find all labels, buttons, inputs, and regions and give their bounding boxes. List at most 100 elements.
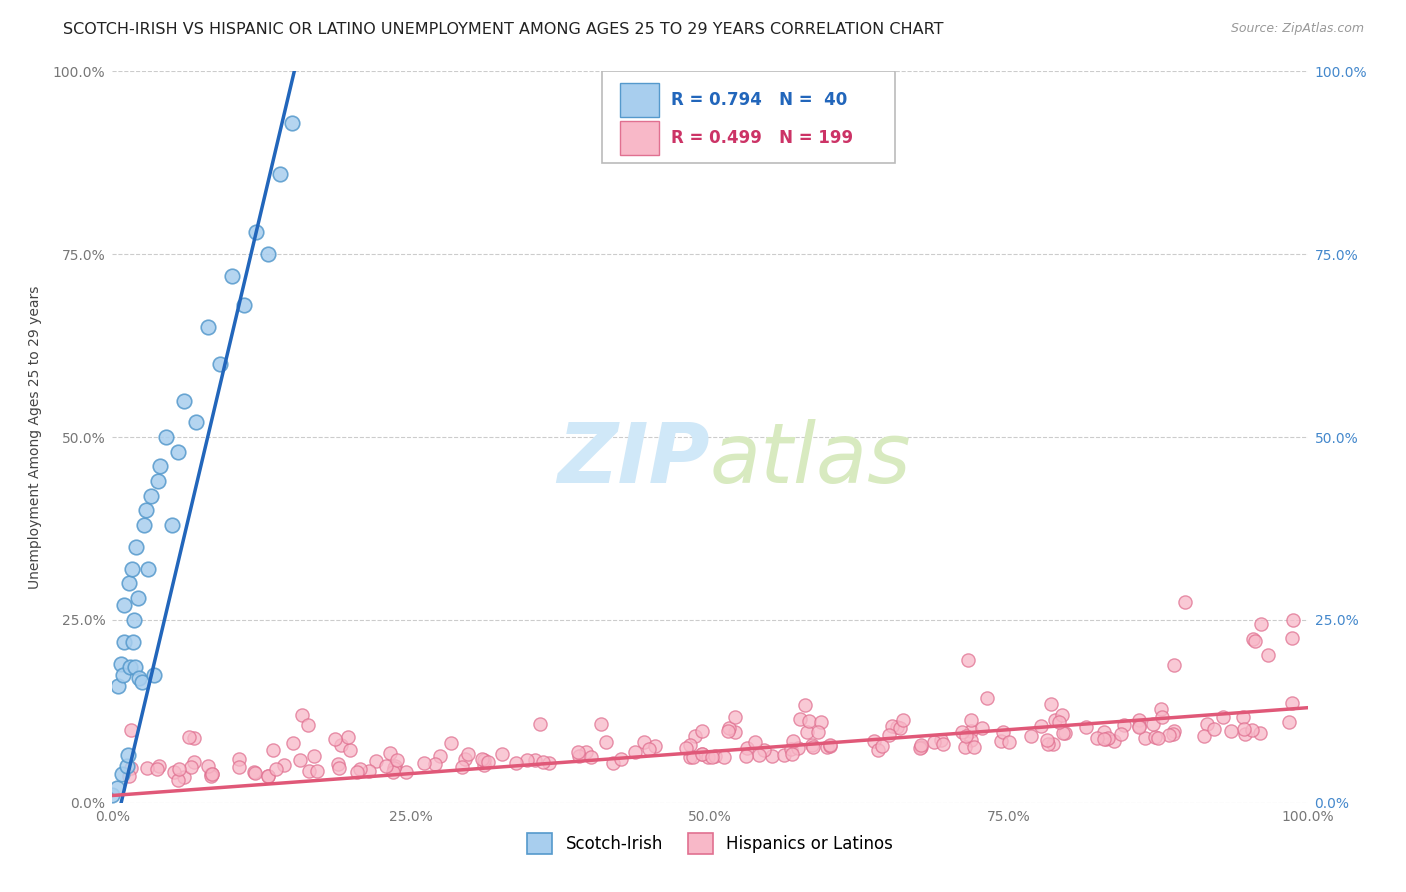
Point [120,761,142,775]
Point [122,613,145,627]
FancyBboxPatch shape [603,71,896,163]
Point [523,754,546,768]
Point [382,764,405,779]
Point [1092,732,1115,747]
Point [960,733,983,747]
Point [579,749,602,764]
Point [1039,697,1062,711]
Point [382,761,405,775]
Point [690,747,713,761]
Point [690,724,713,739]
Point [796,725,818,739]
Point [364,754,387,768]
Point [644,739,666,753]
Point [870,739,893,754]
Point [801,740,824,755]
Point [1241,632,1264,646]
Point [209,357,232,371]
Point [696,749,718,764]
Text: SCOTCH-IRISH VS HISPANIC OR LATINO UNEMPLOYMENT AMONG AGES 25 TO 29 YEARS CORREL: SCOTCH-IRISH VS HISPANIC OR LATINO UNEMP… [63,22,943,37]
Point [638,742,661,756]
Point [127,591,149,605]
Point [124,660,146,674]
Point [1128,720,1150,734]
Point [1232,710,1254,724]
Point [1219,724,1241,739]
Point [1212,709,1234,723]
Point [1232,722,1254,736]
Point [146,474,169,488]
Point [1128,719,1150,733]
Point [107,679,129,693]
Point [291,708,314,723]
Point [953,740,976,755]
Point [807,724,830,739]
Point [120,723,142,737]
Point [780,747,803,761]
FancyBboxPatch shape [620,121,658,154]
Point [1152,710,1174,724]
Point [772,747,794,762]
Point [1054,726,1077,740]
Point [567,745,589,759]
Point [167,444,190,458]
Point [136,761,159,775]
Point [269,167,291,181]
Point [1249,726,1271,740]
Point [752,743,775,757]
Point [298,764,321,778]
Point [1074,720,1097,734]
Point [257,247,280,261]
Point [602,756,624,770]
Point [700,750,723,764]
Point [1250,617,1272,632]
Point [323,731,346,746]
Point [328,761,350,775]
Point [245,225,267,239]
Point [139,489,162,503]
Point [787,740,810,755]
Point [624,745,647,759]
Point [1157,727,1180,741]
Point [281,735,304,749]
Point [450,760,472,774]
Point [1163,658,1185,673]
Point [863,734,886,748]
Point [173,771,195,785]
Point [200,767,222,781]
Point [801,739,824,753]
Point [955,729,977,743]
Point [1142,716,1164,731]
Point [374,759,396,773]
Point [1281,696,1303,710]
Point [155,430,177,444]
Point [307,764,329,778]
Point [1163,724,1185,739]
Point [163,765,186,780]
Point [132,517,155,532]
Point [1150,702,1173,716]
Point [963,740,986,755]
Point [1092,725,1115,739]
Point [1143,730,1166,744]
Point [1097,731,1119,745]
Point [380,746,402,760]
Point [395,764,418,779]
Point [1109,727,1132,741]
Y-axis label: Unemployment Among Ages 25 to 29 years: Unemployment Among Ages 25 to 29 years [28,285,42,589]
Text: R = 0.794   N =  40: R = 0.794 N = 40 [671,91,846,109]
Point [879,728,901,742]
Point [118,769,141,783]
Point [138,562,160,576]
Point [882,719,904,733]
Point [477,756,499,770]
Point [889,722,911,736]
Point [1257,648,1279,662]
Point [131,675,153,690]
Point [233,298,256,312]
Point [148,759,170,773]
Point [1174,595,1197,609]
Point [1128,714,1150,728]
Point [330,738,353,752]
Point [990,734,1012,748]
